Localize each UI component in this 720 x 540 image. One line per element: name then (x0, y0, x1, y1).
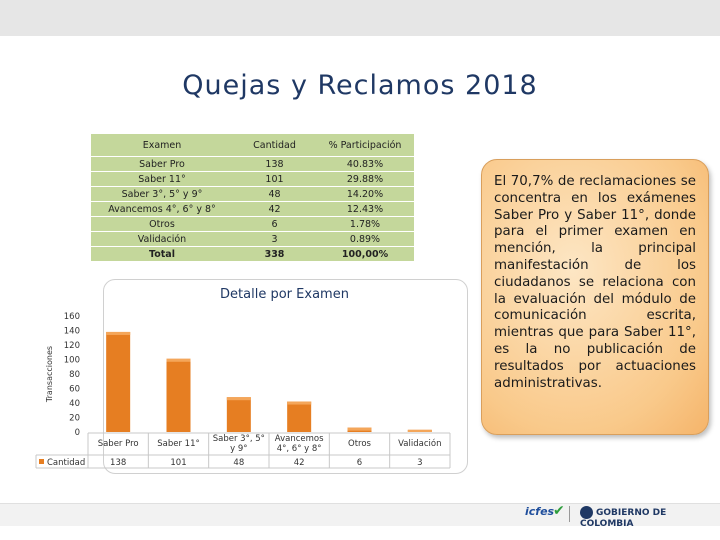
table-header-row: Examen Cantidad % Participación (91, 134, 414, 157)
bar (226, 397, 251, 432)
data-table-value: 48 (233, 458, 244, 468)
y-tick-label: 40 (69, 399, 80, 409)
table-cell: Total (91, 246, 233, 261)
footer-bar (0, 503, 720, 526)
table-total-row: Total 338 100,00% (91, 246, 414, 261)
data-table-value: 101 (170, 458, 186, 468)
table-cell: Saber 3°, 5° y 9° (91, 186, 233, 202)
table-row: Saber Pro 138 40.83% (91, 156, 414, 172)
table-cell: 338 (233, 246, 316, 261)
table-header-examen: Examen (91, 134, 233, 157)
table-cell: Saber Pro (91, 156, 233, 172)
table-cell: 1.78% (316, 216, 414, 232)
data-table-value: 138 (110, 458, 126, 468)
table-cell: Validación (91, 231, 233, 247)
icfes-logo: icfes (525, 505, 555, 518)
bar-highlight (106, 331, 131, 335)
gov-badge-icon (580, 506, 593, 519)
x-tick-label: Otros (348, 439, 372, 449)
table-header-cantidad: Cantidad (233, 134, 316, 157)
y-axis-label: Transacciones (45, 346, 54, 403)
y-tick-label: 60 (69, 385, 80, 395)
data-table-value: 42 (294, 458, 305, 468)
table-cell: 138 (233, 156, 316, 172)
table-cell: 42 (233, 201, 316, 217)
chart-title: Detalle por Examen (220, 287, 349, 302)
y-tick-label: 120 (64, 341, 80, 351)
table-cell: Saber 11° (91, 171, 233, 187)
page-title: Quejas y Reclamos 2018 (182, 70, 538, 101)
data-table-value: 6 (357, 458, 362, 468)
y-tick-label: 0 (75, 428, 80, 438)
table-cell: Avancemos 4°, 6° y 8° (91, 201, 233, 217)
gov-label: GOBIERNO DE COLOMBIA (580, 508, 667, 529)
summary-table: Examen Cantidad % Participación Saber Pr… (91, 134, 414, 261)
data-table-value: 3 (417, 458, 422, 468)
table-cell: 29.88% (316, 171, 414, 187)
table-cell: 12.43% (316, 201, 414, 217)
bar-highlight (347, 427, 372, 431)
x-tick-label: Saber 3°, 5° y 9° (213, 434, 265, 454)
callout-text: El 70,7% de reclamaciones se concentra e… (494, 174, 696, 391)
y-tick-label: 160 (64, 312, 80, 322)
table-header-participacion: % Participación (316, 134, 414, 157)
table-row: Validación 3 0.89% (91, 231, 414, 247)
bar-highlight (407, 429, 432, 432)
top-bar (0, 0, 720, 36)
x-tick-label: Saber 11° (157, 439, 200, 449)
table-cell: 100,00% (316, 246, 414, 261)
bar-highlight (287, 401, 312, 405)
check-icon: ✔ (553, 503, 565, 519)
x-tick-label: Avancemos 4°, 6° y 8° (275, 434, 324, 454)
x-tick-label: Validación (398, 438, 441, 449)
table-cell: 101 (233, 171, 316, 187)
gobierno-logo: GOBIERNO DE COLOMBIA (580, 506, 720, 529)
table-row: Saber 11° 101 29.88% (91, 171, 414, 187)
y-tick-label: 100 (64, 356, 80, 366)
legend-key (39, 459, 44, 464)
bar (287, 401, 312, 432)
y-tick-label: 20 (69, 414, 80, 424)
table-row: Otros 6 1.78% (91, 216, 414, 232)
legend-label: Cantidad (47, 458, 85, 468)
bar-highlight (166, 358, 191, 362)
table-cell: 6 (233, 216, 316, 232)
y-tick-label: 140 (64, 327, 80, 337)
bar-highlight (226, 397, 251, 401)
table-cell: 0.89% (316, 231, 414, 247)
table-cell: 40.83% (316, 156, 414, 172)
callout-box: El 70,7% de reclamaciones se concentra e… (481, 159, 709, 435)
table-row: Saber 3°, 5° y 9° 48 14.20% (91, 186, 414, 202)
y-tick-label: 80 (69, 370, 80, 380)
table-cell: 48 (233, 186, 316, 202)
table-cell: Otros (91, 216, 233, 232)
logo-divider (569, 506, 570, 522)
table-cell: 3 (233, 231, 316, 247)
table-cell: 14.20% (316, 186, 414, 202)
chart-frame (103, 279, 468, 474)
x-tick-label: Saber Pro (98, 439, 139, 449)
bar (106, 331, 131, 432)
table-row: Avancemos 4°, 6° y 8° 42 12.43% (91, 201, 414, 217)
bar (166, 358, 191, 432)
